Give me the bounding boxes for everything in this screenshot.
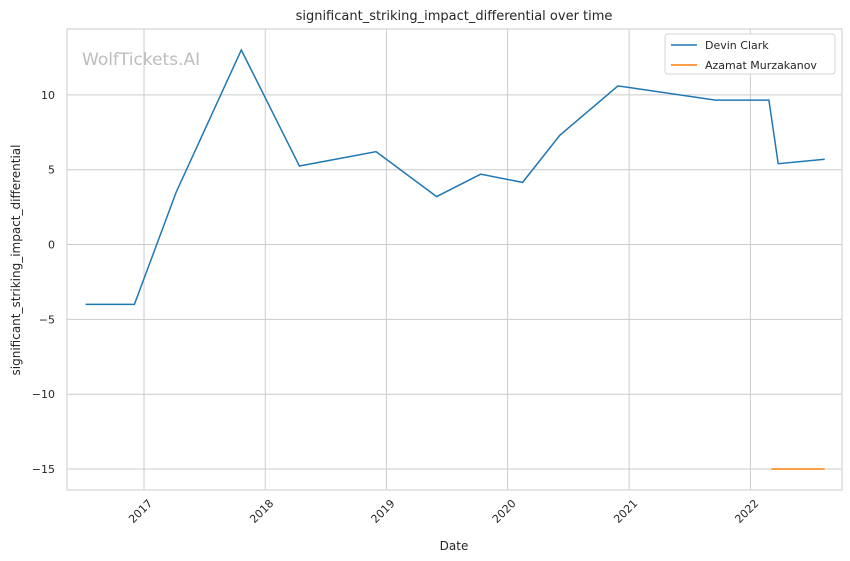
plot-area: [66, 28, 843, 491]
watermark: WolfTickets.AI: [82, 50, 200, 70]
y-tick-label: 0: [48, 239, 55, 252]
x-tick-label: 2020: [490, 497, 519, 526]
x-axis-label: Date: [440, 539, 469, 553]
x-tick-label: 2019: [369, 497, 398, 526]
legend: Devin Clark Azamat Murzakanov: [664, 33, 836, 75]
chart-title: significant_striking_impact_differential…: [296, 9, 613, 24]
y-tick-label: 5: [48, 164, 55, 177]
x-tick-label: 2018: [247, 497, 276, 526]
legend-label: Azamat Murzakanov: [705, 59, 817, 72]
x-tick-label: 2022: [732, 497, 761, 526]
y-axis-ticks: −15 −10 −5 0 5 10: [32, 89, 55, 476]
legend-box: [664, 33, 836, 75]
y-axis-label: significant_striking_impact_differential: [9, 145, 23, 376]
y-tick-label: −15: [32, 463, 55, 476]
x-tick-label: 2017: [126, 497, 155, 526]
series-line-1: [85, 48, 825, 306]
legend-label: Devin Clark: [705, 39, 769, 52]
y-tick-label: 10: [41, 89, 55, 102]
y-tick-label: −10: [32, 388, 55, 401]
y-tick-label: −5: [39, 313, 55, 326]
grid: [67, 29, 842, 490]
series-lines: [85, 48, 825, 470]
x-axis-ticks: 2017 2018 2019 2020 2021 2022: [126, 497, 761, 526]
x-tick-label: 2021: [611, 497, 640, 526]
